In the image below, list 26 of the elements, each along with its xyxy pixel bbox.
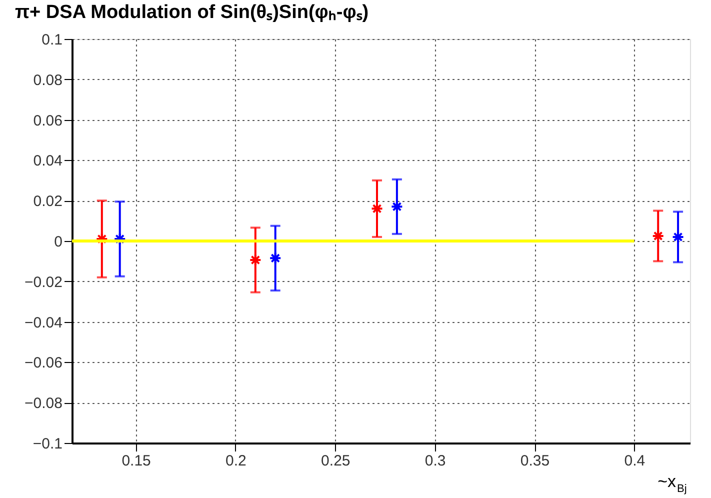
y-tick-label: −0.06 [24, 354, 62, 372]
chart-title: π+ DSA Modulation of Sin(θₛ)Sin(φₕ-φₛ) [15, 2, 369, 23]
point [249, 254, 262, 266]
y-tick-label: −0.1 [32, 436, 62, 452]
x-tick-label: 0.4 [624, 452, 646, 470]
point [390, 200, 404, 213]
point [96, 232, 108, 246]
point [370, 202, 384, 215]
x-tick-label: 0.3 [424, 452, 446, 470]
y-tick-label: −0.02 [24, 274, 62, 291]
y-tick-label: 0.06 [33, 112, 62, 130]
x-tick-label: 0.2 [226, 452, 246, 470]
y-tick-label: 0.1 [42, 32, 62, 48]
y-tick-label: −0.04 [24, 314, 62, 332]
y-tick-label: −0.08 [24, 395, 62, 412]
x-tick-label: 0.35 [520, 452, 550, 470]
y-tick-label: 0.02 [33, 193, 62, 210]
y-tick-label: 0 [54, 234, 62, 250]
point [672, 230, 684, 244]
y-tick-label: 0.04 [33, 152, 62, 170]
y-tick-label: 0.08 [33, 72, 62, 89]
x-tick-label: 0.15 [122, 452, 151, 470]
point [269, 252, 282, 264]
point [652, 230, 664, 242]
x-tick-label: 0.25 [321, 452, 350, 470]
point [114, 232, 126, 246]
